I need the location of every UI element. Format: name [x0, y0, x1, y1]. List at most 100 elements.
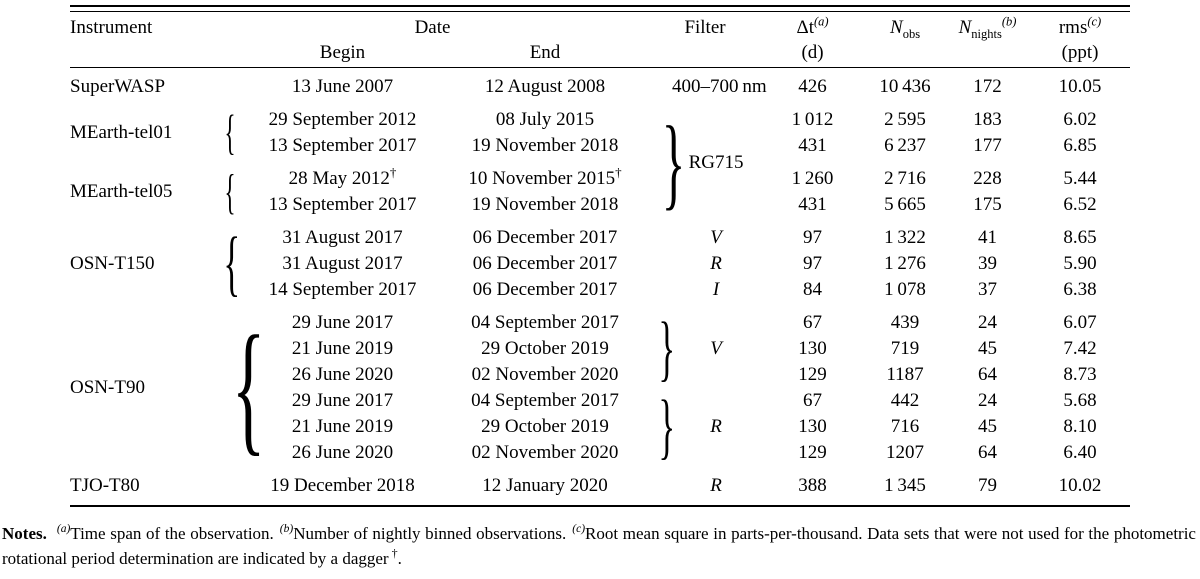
- group-brace: {: [215, 159, 245, 218]
- note-ref-a: (a): [813, 14, 829, 29]
- close-brace-icon: }: [658, 386, 676, 467]
- dt-cell: 1 012: [791, 109, 834, 130]
- col-header-filter: Filter: [684, 16, 726, 38]
- end-date-cell: 06 December 2017: [472, 253, 618, 274]
- notes-label: Notes.: [2, 524, 47, 543]
- nnights-cell: 24: [978, 312, 998, 333]
- dt-cell: 97: [803, 227, 823, 248]
- note-period: .: [397, 549, 402, 568]
- end-date-cell: 06 December 2017: [472, 279, 618, 300]
- rms-cell: 6.85: [1063, 135, 1097, 156]
- open-brace-icon: {: [231, 306, 266, 469]
- begin-date-cell: 29 June 2017: [291, 312, 394, 333]
- table-row: OSN-T150 { 31 August 2017 06 December 20…: [70, 218, 1130, 301]
- rms-cell: 6.02: [1063, 109, 1097, 130]
- nnights-cell: 45: [978, 416, 998, 437]
- note-ref-c: (c): [572, 523, 586, 536]
- rms-cell: 5.44: [1063, 168, 1097, 189]
- note-ref-b: (b): [279, 523, 294, 536]
- col-header-dt-unit: (d): [760, 40, 866, 68]
- col-header-begin: Begin: [245, 40, 440, 68]
- dagger-mark: †: [615, 164, 622, 180]
- end-date-cell: 02 November 2020: [471, 364, 619, 385]
- header-row-2: Begin End (d) (ppt): [70, 40, 1131, 68]
- end-date-cell: 10 November 2015†: [468, 164, 622, 189]
- table-bottom-rule: [70, 505, 1130, 507]
- nobs-cell: 2 595: [884, 109, 926, 130]
- nobs-cell: 1187: [886, 364, 924, 385]
- table-row: 21 June 2019 29 October 2019 130 716 45 …: [70, 414, 1130, 440]
- col-header-rms-unit: (ppt): [1030, 40, 1131, 68]
- rms-cell: 6.38: [1063, 279, 1097, 300]
- begin-date-cell: 29 September 2012: [268, 109, 417, 130]
- col-header-nobs: Nobs: [890, 16, 921, 41]
- nnights-cell: 175: [973, 194, 1002, 215]
- filter-cell: R: [710, 416, 722, 437]
- table-row: MEarth-tel05 { 28 May 2012† 10 November …: [70, 159, 1130, 216]
- filter-brace: }: [650, 386, 676, 467]
- table-row: 31 August 2017 06 December 2017 R 97 1 2…: [70, 251, 1130, 277]
- end-date-cell: 29 October 2019: [481, 416, 609, 437]
- filter-cell: R: [710, 475, 722, 496]
- dt-cell: 97: [803, 253, 823, 274]
- col-header-date: Date: [414, 16, 451, 38]
- table-row: MEarth-tel01 { 29 September 2012 08 July…: [70, 100, 1130, 214]
- col-header-nnights: Nnights(b): [958, 14, 1017, 41]
- dagger-mark: †: [389, 164, 397, 180]
- note-ref-c: (c): [1087, 14, 1102, 29]
- rms-cell: 10.05: [1058, 76, 1102, 97]
- instrument-label: SuperWASP: [70, 76, 166, 97]
- dt-cell: 67: [803, 390, 823, 411]
- group-brace: {: [215, 303, 266, 466]
- group-brace: {: [215, 100, 245, 159]
- begin-date-cell: 26 June 2020: [291, 364, 394, 385]
- dt-cell: 130: [798, 416, 827, 437]
- begin-date-cell: 26 June 2020: [291, 442, 394, 463]
- rms-cell: 5.68: [1063, 390, 1097, 411]
- nobs-cell: 716: [890, 416, 920, 437]
- filter-brace: }: [650, 100, 686, 218]
- nnights-cell: 172: [973, 76, 1002, 97]
- table-row: 21 June 2019 29 October 2019 130 719 45 …: [70, 336, 1130, 362]
- filter-cell: R: [710, 253, 722, 274]
- rms-cell: 10.02: [1058, 475, 1102, 496]
- end-date-cell: 04 September 2017: [471, 390, 619, 411]
- header-row-1: Instrument Date Filter Δt(a) Nobs Nnight…: [70, 12, 1130, 40]
- col-header-end: End: [440, 40, 651, 68]
- end-date-cell: 19 November 2018: [471, 135, 619, 156]
- dagger-mark: †: [391, 546, 398, 561]
- rms-cell: 8.65: [1063, 227, 1097, 248]
- close-brace-icon: }: [658, 308, 676, 389]
- table-header: Instrument Date Filter Δt(a) Nobs Nnight…: [70, 12, 1131, 68]
- nobs-cell: 442: [890, 390, 920, 411]
- instrument-label: OSN-T90: [70, 377, 145, 398]
- table-row: TJO-T80 19 December 2018 12 January 2020…: [70, 466, 1130, 505]
- end-date-cell: 19 November 2018: [471, 194, 619, 215]
- rms-cell: 7.42: [1063, 338, 1097, 359]
- note-a-text: Time span of the observation.: [70, 524, 274, 543]
- nobs-cell: 1 078: [884, 279, 926, 300]
- nnights-cell: 228: [973, 168, 1002, 189]
- note-ref-b: (b): [1001, 14, 1017, 29]
- table-row: 13 September 2017 19 November 2018 431 5…: [70, 192, 1130, 218]
- col-header-instrument: Instrument: [70, 16, 153, 38]
- dt-cell: 431: [798, 194, 827, 215]
- table-row: 14 September 2017 06 December 2017 I 84 …: [70, 277, 1130, 303]
- begin-date-cell: 31 August 2017: [282, 227, 403, 248]
- begin-date-cell: 21 June 2019: [291, 416, 394, 437]
- end-date-cell: 04 September 2017: [471, 312, 619, 333]
- nnights-cell: 37: [978, 279, 998, 300]
- table-row: SuperWASP 13 June 2007 12 August 2008 40…: [70, 68, 1130, 101]
- begin-date-cell: 13 September 2017: [268, 135, 417, 156]
- rms-cell: 8.10: [1063, 416, 1097, 437]
- filter-brace: }: [650, 303, 676, 389]
- dt-cell: 431: [798, 135, 827, 156]
- end-date-cell: 08 July 2015: [495, 109, 595, 130]
- nnights-cell: 79: [978, 475, 998, 496]
- dt-cell: 130: [798, 338, 827, 359]
- instrument-label: TJO-T80: [70, 475, 140, 496]
- dt-cell: 388: [798, 475, 827, 496]
- nobs-cell: 1207: [886, 442, 925, 463]
- note-c-text: Root mean square in parts-per-thousand. …: [2, 524, 1196, 568]
